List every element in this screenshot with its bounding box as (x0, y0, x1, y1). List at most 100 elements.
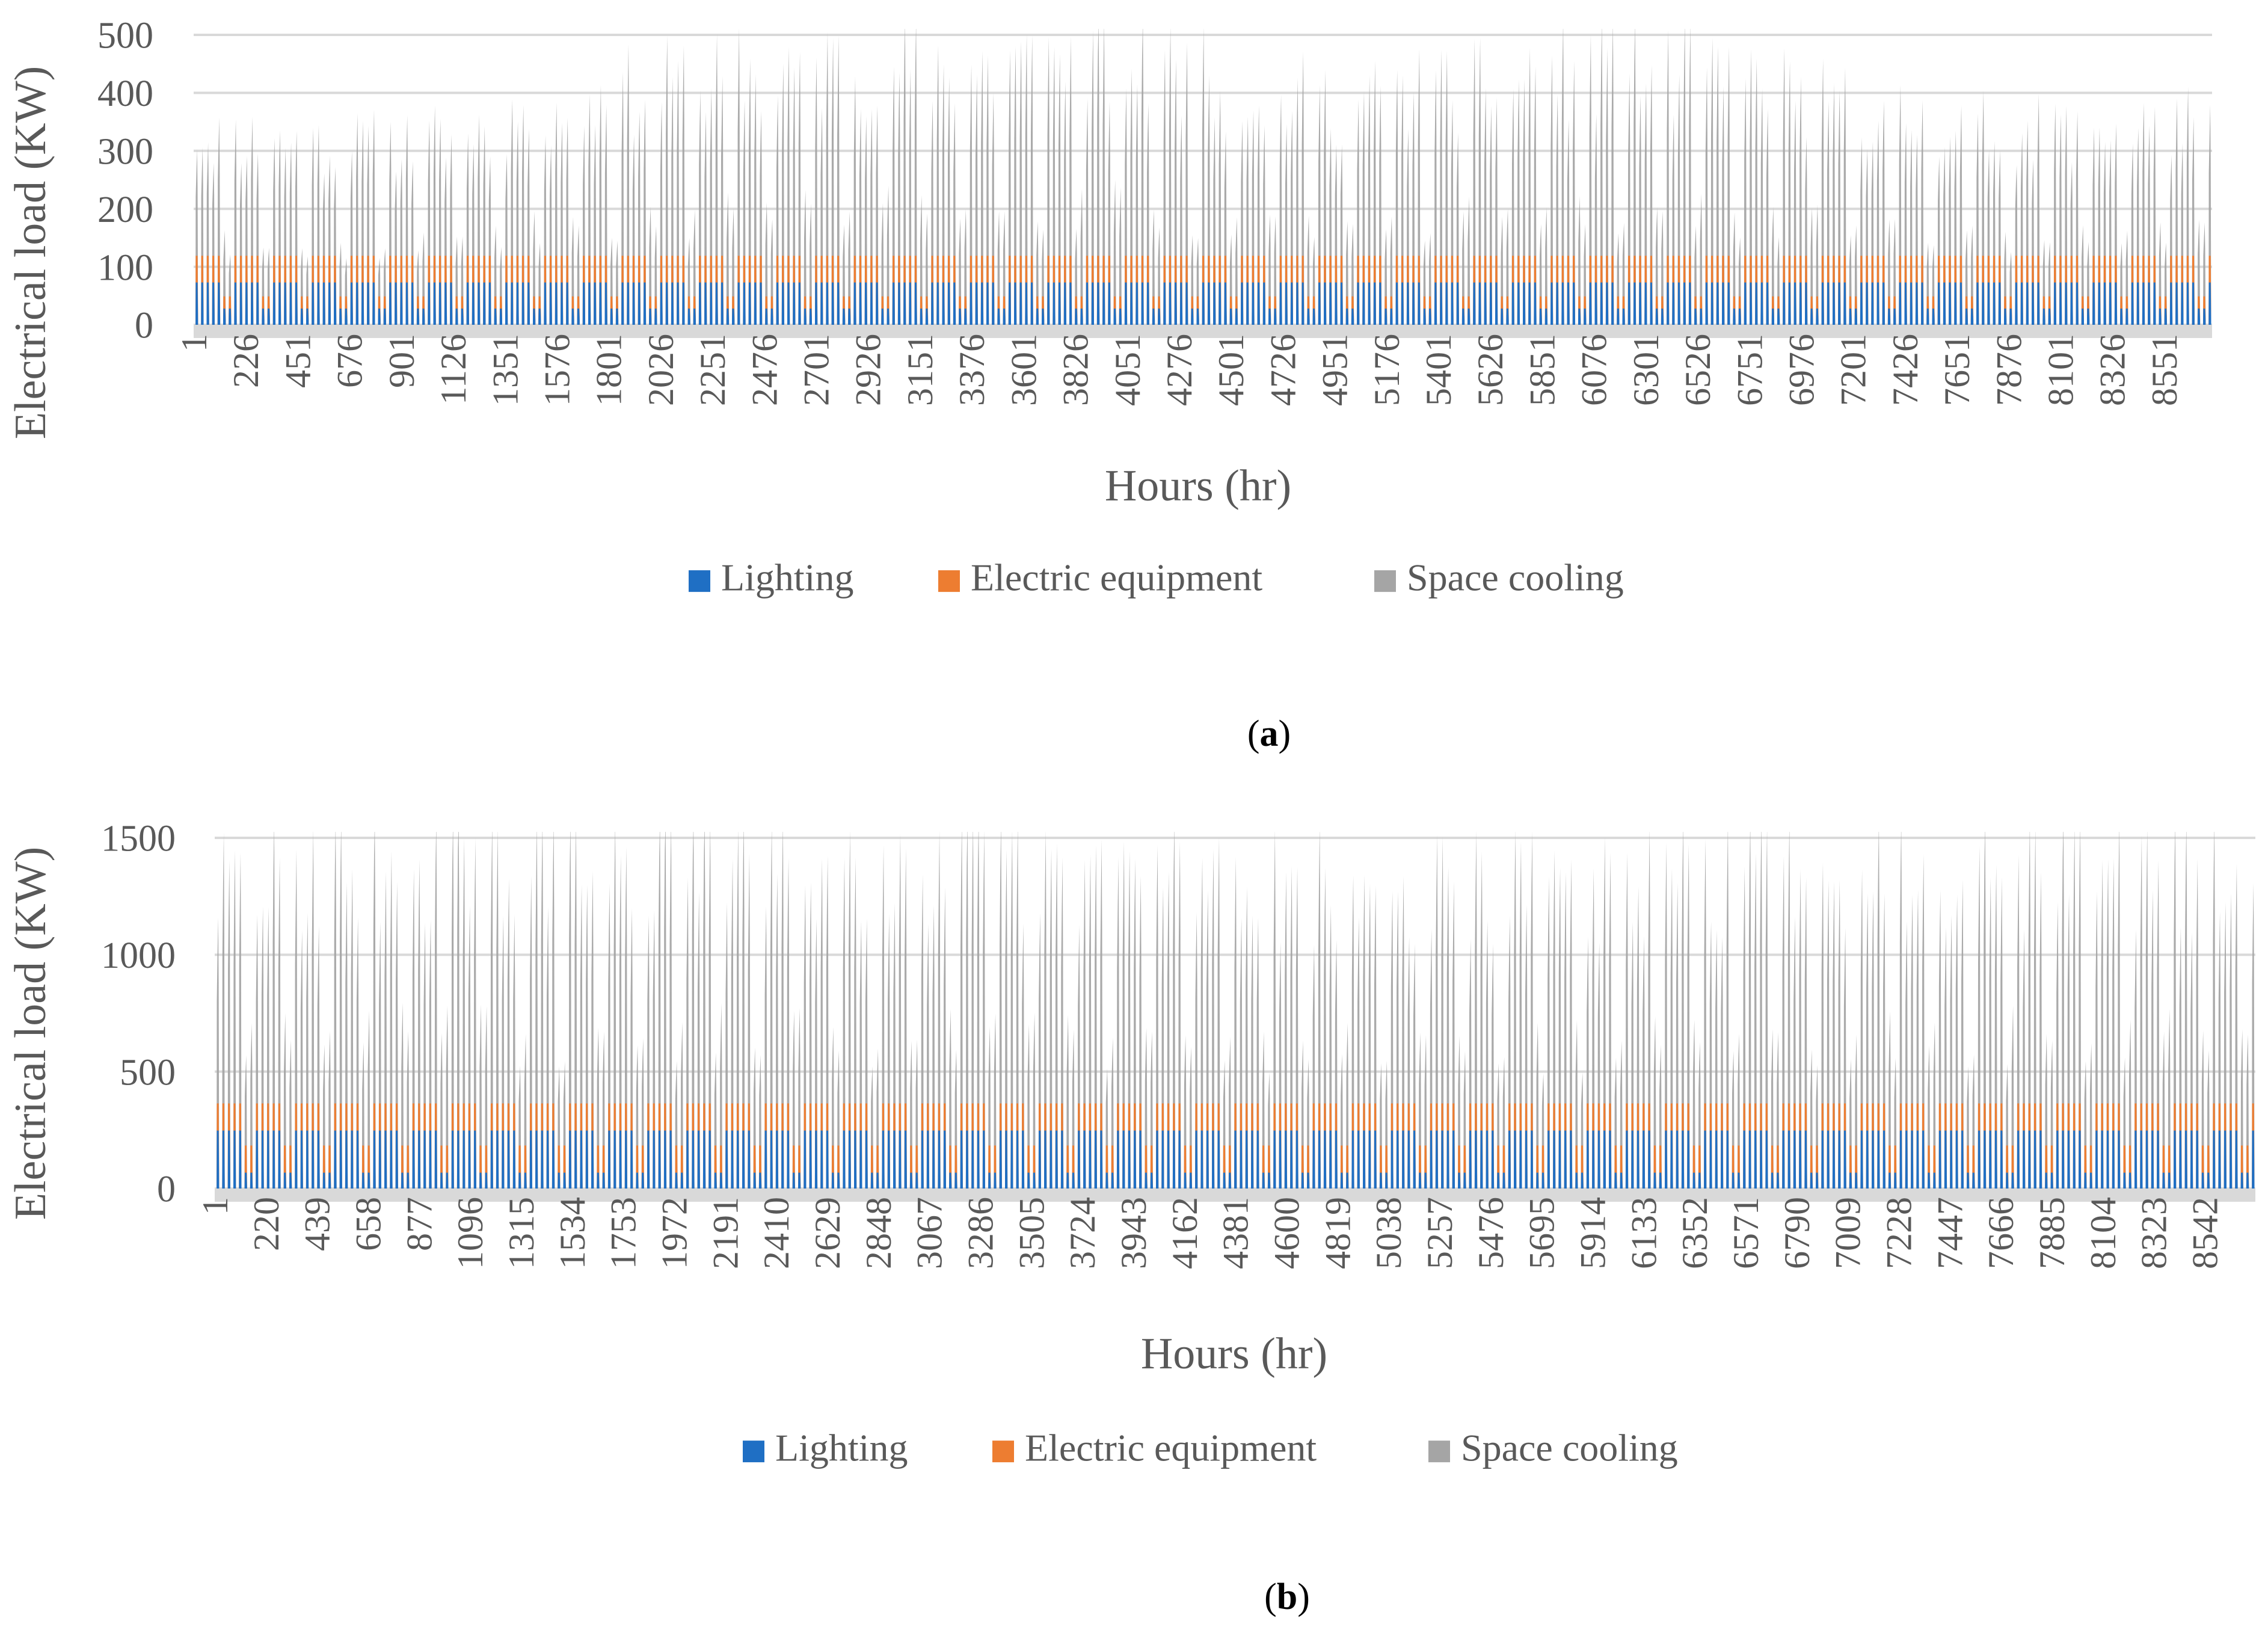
x-tick-label: 6571 (1726, 1197, 1766, 1269)
x-tick-label: 3505 (1012, 1197, 1051, 1269)
caption-a: (a) (1247, 713, 1291, 754)
x-tick-label: 4951 (1315, 334, 1355, 406)
x-tick-label: 6133 (1624, 1197, 1664, 1269)
x-tick-label: 901 (382, 334, 422, 388)
axis-floor (215, 1189, 2255, 1202)
y-tick-label: 300 (97, 132, 153, 173)
legend-item: Space cooling (1374, 556, 1624, 598)
x-tick-label: 5626 (1471, 334, 1510, 406)
y-tick-label: 0 (157, 1169, 176, 1210)
x-tick-label: 4051 (1108, 334, 1148, 406)
y-tick-label: 1500 (101, 819, 176, 860)
x-tick-label: 5476 (1471, 1197, 1511, 1269)
legend-label: Lighting (721, 556, 853, 598)
x-tick-label: 3286 (961, 1197, 1001, 1269)
x-tick-label: 3601 (1004, 334, 1043, 406)
x-tick-label: 5176 (1367, 334, 1407, 406)
x-tick-label: 6976 (1782, 334, 1822, 406)
y-tick-label: 1000 (101, 935, 176, 976)
x-tick-label: 8542 (2186, 1197, 2225, 1269)
x-tick-label: 2476 (745, 334, 784, 406)
legend-label: Space cooling (1407, 556, 1624, 598)
x-tick-label: 2191 (705, 1197, 745, 1269)
y-tick-label: 200 (97, 189, 153, 230)
x-tick-label: 3067 (910, 1197, 950, 1269)
x-tick-label: 3943 (1114, 1197, 1154, 1269)
legend-item: Electric equipment (992, 1426, 1317, 1469)
series-areas (195, 29, 2211, 325)
legend-label: Electric equipment (1025, 1426, 1317, 1469)
x-tick-label: 7426 (1885, 334, 1925, 406)
legend: Lighting Electric equipment Space cooling (689, 556, 1624, 598)
x-tick-label: 5914 (1573, 1197, 1613, 1269)
y-tick-label: 500 (97, 16, 153, 57)
x-tick-label: 220 (247, 1197, 286, 1251)
legend-swatch (992, 1441, 1014, 1463)
x-tick-label: 1534 (553, 1197, 592, 1269)
y-tick-label: 500 (120, 1052, 176, 1093)
x-tick-label: 7447 (1930, 1197, 1970, 1269)
x-tick-label: 1753 (604, 1197, 644, 1269)
x-tick-label: 4726 (1263, 334, 1303, 406)
y-tick-labels: 0 500 1000 1500 (101, 819, 176, 1210)
series-lighting-area (217, 1130, 2255, 1189)
x-tick-label: 4381 (1216, 1197, 1256, 1269)
legend-item: Lighting (689, 556, 853, 598)
x-tick-label: 5851 (1522, 334, 1562, 406)
x-tick-label: 2410 (757, 1197, 796, 1269)
series-lighting-area (195, 282, 2211, 325)
x-tick-label: 1576 (538, 334, 577, 406)
x-tick-label: 8326 (2093, 334, 2133, 406)
x-tick-label: 2026 (641, 334, 681, 406)
series-space-cooling-area (217, 832, 2255, 1189)
x-tick-label: 3724 (1063, 1197, 1102, 1269)
legend-label: Electric equipment (971, 556, 1262, 598)
x-tick-label: 2701 (797, 334, 837, 406)
x-tick-label: 658 (349, 1197, 389, 1251)
x-tick-label: 4276 (1160, 334, 1199, 406)
x-tick-label: 676 (330, 334, 370, 388)
x-tick-label: 2848 (859, 1197, 899, 1269)
x-tick-label: 1 (174, 334, 214, 352)
x-tick-label: 8323 (2134, 1197, 2174, 1269)
legend-swatch (938, 570, 960, 592)
y-axis-title: Electrical load (KW) (6, 847, 55, 1220)
x-tick-label: 1972 (655, 1197, 695, 1269)
x-tick-label: 2629 (808, 1197, 847, 1269)
x-tick-label: 4501 (1211, 334, 1251, 406)
y-tick-label: 0 (135, 306, 153, 346)
x-axis-title: Hours (hr) (1141, 1329, 1327, 1379)
x-tick-label: 5257 (1420, 1197, 1460, 1269)
legend: Lighting Electric equipment Space cooling (743, 1426, 1678, 1469)
x-tick-label: 451 (278, 334, 318, 388)
x-tick-label: 226 (226, 334, 266, 388)
x-tick-label: 3151 (900, 334, 940, 406)
legend-item: Space cooling (1428, 1426, 1678, 1469)
legend-item: Electric equipment (938, 556, 1262, 598)
x-tick-label: 4162 (1165, 1197, 1205, 1269)
x-tick-label: 7228 (1879, 1197, 1919, 1269)
x-tick-label: 2926 (849, 334, 888, 406)
x-tick-label: 6526 (1678, 334, 1718, 406)
series-areas (217, 832, 2255, 1189)
x-tick-label: 8101 (2041, 334, 2081, 406)
x-tick-label: 1 (195, 1197, 235, 1215)
legend-label: Space cooling (1461, 1426, 1678, 1469)
caption-b: (b) (1264, 1576, 1310, 1617)
x-tick-label: 6301 (1626, 334, 1666, 406)
x-tick-label: 5695 (1522, 1197, 1562, 1269)
x-tick-label: 3376 (952, 334, 992, 406)
x-tick-label: 7885 (2032, 1197, 2072, 1269)
y-tick-label: 100 (97, 247, 153, 288)
legend-swatch (1428, 1441, 1450, 1463)
x-tick-label: 7651 (1937, 334, 1977, 406)
x-tick-label: 877 (399, 1197, 439, 1251)
y-tick-label: 400 (97, 73, 153, 114)
legend-swatch (1374, 570, 1396, 592)
y-tick-labels: 0 100 200 300 400 500 (97, 16, 153, 346)
x-tick-label: 6352 (1675, 1197, 1715, 1269)
x-tick-label: 1096 (450, 1197, 490, 1269)
x-tick-label: 7009 (1828, 1197, 1868, 1269)
x-tick-label: 8551 (2145, 334, 2184, 406)
